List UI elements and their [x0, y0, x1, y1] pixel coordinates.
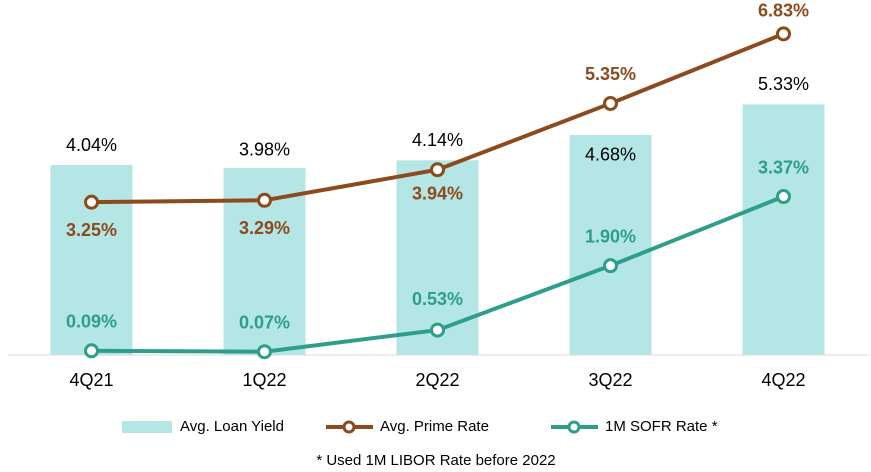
data-label: 0.07% [239, 312, 290, 332]
marker [603, 95, 618, 111]
legend-label: Avg. Loan Yield [180, 418, 284, 435]
marker [84, 343, 99, 359]
data-label: 1.90% [585, 226, 636, 246]
data-label: 3.37% [758, 157, 809, 177]
marker [257, 192, 272, 208]
bar [396, 160, 479, 355]
marker [257, 344, 272, 360]
marker [776, 26, 791, 42]
bar [569, 134, 652, 355]
data-label: 0.09% [66, 312, 117, 332]
data-label: 4.14% [412, 130, 463, 150]
marker [430, 322, 445, 338]
marker [84, 194, 99, 210]
data-label: 6.83% [758, 1, 809, 21]
x-tick-label: 4Q22 [761, 370, 805, 390]
marker [603, 258, 618, 274]
marker [776, 189, 791, 205]
data-label: 3.98% [239, 140, 290, 160]
data-label: 4.04% [66, 135, 117, 155]
data-label: 5.33% [758, 74, 809, 94]
legend-swatch [122, 421, 172, 433]
x-tick-label: 4Q21 [69, 370, 113, 390]
x-tick-label: 2Q22 [415, 370, 459, 390]
marker [430, 162, 445, 178]
legend-marker [342, 420, 356, 434]
legend-marker [567, 420, 581, 434]
data-label: 3.29% [239, 218, 290, 238]
x-tick-label: 1Q22 [242, 370, 286, 390]
data-label: 4.68% [585, 145, 636, 165]
x-tick-label: 3Q22 [588, 370, 632, 390]
data-label: 3.94% [412, 183, 463, 203]
bar [742, 104, 825, 355]
legend-label: Avg. Prime Rate [380, 418, 489, 435]
data-label: 3.25% [66, 220, 117, 240]
data-label: 0.53% [412, 289, 463, 309]
legend-label: 1M SOFR Rate * [605, 418, 718, 435]
data-label: 5.35% [585, 64, 636, 84]
footnote: * Used 1M LIBOR Rate before 2022 [316, 452, 555, 469]
